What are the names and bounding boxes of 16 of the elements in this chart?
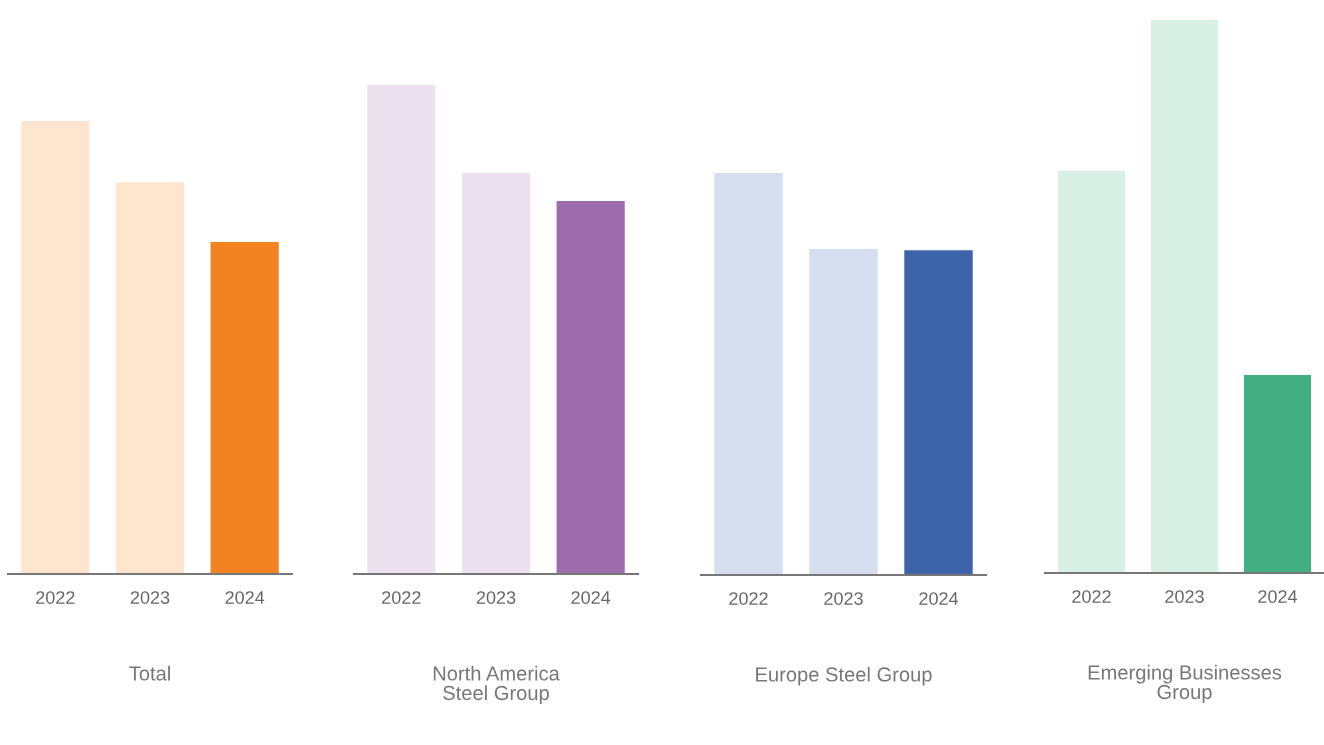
x-tick-label: 2024 bbox=[1258, 590, 1298, 603]
x-tick-label: 2022 bbox=[36, 591, 75, 604]
x-axis-title: Emerging Businesses Group bbox=[1088, 664, 1282, 704]
x-tick-label: 2024 bbox=[571, 591, 611, 604]
x-tick-label: 2023 bbox=[1165, 590, 1204, 603]
x-tick-label: 2023 bbox=[824, 592, 863, 605]
x-tick-label: 2022 bbox=[729, 592, 768, 605]
x-axis-title: Europe Steel Group bbox=[756, 666, 932, 686]
x-tick-label: 2024 bbox=[225, 591, 265, 604]
x-tick-label: 2023 bbox=[476, 591, 516, 604]
x-tick-label: 2023 bbox=[130, 591, 170, 604]
x-tick-label: 2024 bbox=[919, 592, 959, 605]
x-axis-title: Total bbox=[129, 665, 170, 681]
x-axis-title: North America Steel Group bbox=[433, 665, 560, 705]
x-tick-label: 2022 bbox=[382, 591, 421, 604]
x-tick-label: 2022 bbox=[1072, 590, 1111, 603]
